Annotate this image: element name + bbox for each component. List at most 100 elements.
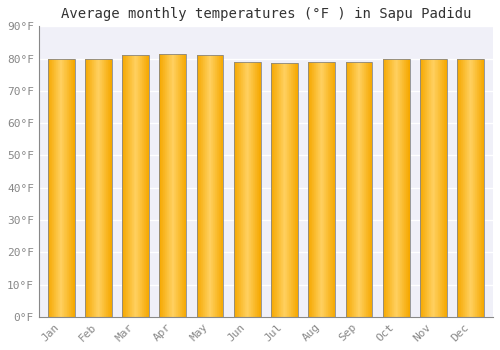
Bar [216, 55, 217, 317]
Bar [271, 63, 298, 317]
Bar [434, 58, 435, 317]
Bar [108, 58, 109, 317]
Bar [97, 58, 98, 317]
Bar [140, 55, 141, 317]
Bar [95, 58, 96, 317]
Bar [390, 58, 391, 317]
Bar [445, 58, 446, 317]
Bar [161, 54, 162, 317]
Bar [56, 58, 57, 317]
Bar [311, 62, 312, 317]
Bar [94, 58, 95, 317]
Bar [364, 62, 365, 317]
Bar [130, 55, 131, 317]
Bar [138, 55, 139, 317]
Bar [472, 58, 474, 317]
Bar [458, 58, 460, 317]
Bar [468, 58, 469, 317]
Bar [436, 58, 437, 317]
Bar [128, 55, 129, 317]
Bar [135, 55, 136, 317]
Bar [58, 58, 59, 317]
Bar [289, 63, 290, 317]
Bar [126, 55, 127, 317]
Bar [480, 58, 481, 317]
Bar [274, 63, 275, 317]
Bar [122, 55, 149, 317]
Bar [57, 58, 58, 317]
Bar [210, 55, 211, 317]
Bar [327, 62, 328, 317]
Bar [60, 58, 61, 317]
Bar [109, 58, 110, 317]
Bar [211, 55, 212, 317]
Bar [137, 55, 138, 317]
Bar [313, 62, 314, 317]
Bar [111, 58, 112, 317]
Bar [90, 58, 91, 317]
Bar [420, 58, 422, 317]
Bar [160, 54, 186, 317]
Bar [308, 62, 335, 317]
Bar [309, 62, 310, 317]
Bar [326, 62, 327, 317]
Bar [50, 58, 51, 317]
Bar [428, 58, 429, 317]
Bar [198, 55, 200, 317]
Bar [275, 63, 276, 317]
Bar [129, 55, 130, 317]
Bar [222, 55, 223, 317]
Bar [359, 62, 360, 317]
Bar [127, 55, 128, 317]
Bar [291, 63, 292, 317]
Bar [177, 54, 178, 317]
Bar [388, 58, 389, 317]
Bar [358, 62, 359, 317]
Bar [172, 54, 173, 317]
Bar [52, 58, 53, 317]
Bar [202, 55, 203, 317]
Bar [464, 58, 466, 317]
Bar [133, 55, 134, 317]
Bar [183, 54, 184, 317]
Bar [106, 58, 107, 317]
Bar [361, 62, 362, 317]
Bar [136, 55, 137, 317]
Bar [315, 62, 316, 317]
Bar [49, 58, 50, 317]
Bar [420, 58, 447, 317]
Bar [435, 58, 436, 317]
Bar [320, 62, 321, 317]
Bar [131, 55, 132, 317]
Bar [425, 58, 426, 317]
Bar [277, 63, 278, 317]
Bar [355, 62, 356, 317]
Bar [310, 62, 311, 317]
Bar [204, 55, 206, 317]
Bar [102, 58, 103, 317]
Bar [89, 58, 90, 317]
Bar [422, 58, 423, 317]
Bar [481, 58, 482, 317]
Bar [184, 54, 185, 317]
Bar [238, 62, 240, 317]
Bar [356, 62, 357, 317]
Bar [145, 55, 146, 317]
Bar [324, 62, 325, 317]
Bar [316, 62, 317, 317]
Bar [91, 58, 92, 317]
Bar [219, 55, 220, 317]
Bar [321, 62, 322, 317]
Bar [181, 54, 182, 317]
Bar [281, 63, 282, 317]
Bar [250, 62, 252, 317]
Bar [67, 58, 68, 317]
Bar [395, 58, 396, 317]
Bar [349, 62, 350, 317]
Bar [323, 62, 324, 317]
Bar [96, 58, 97, 317]
Bar [206, 55, 208, 317]
Bar [386, 58, 387, 317]
Bar [213, 55, 214, 317]
Bar [61, 58, 62, 317]
